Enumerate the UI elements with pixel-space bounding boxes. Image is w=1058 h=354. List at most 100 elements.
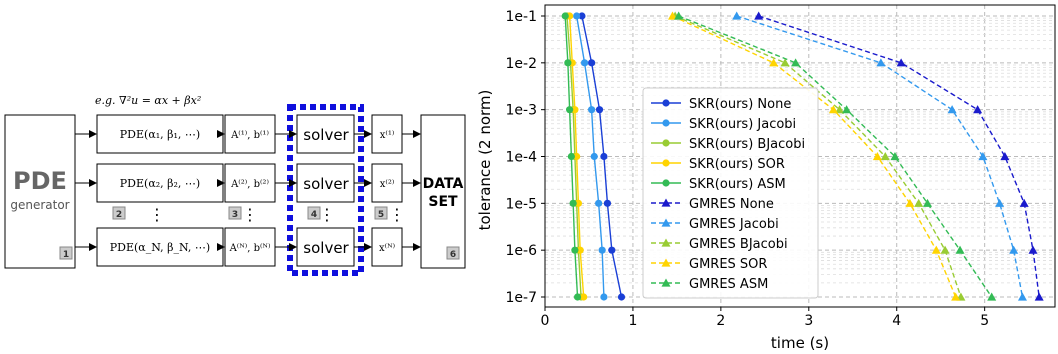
legend-swatch-marker [661, 238, 671, 247]
solver-label-n: solver [303, 239, 349, 257]
data-point [914, 198, 924, 207]
legend-swatch-marker [661, 258, 671, 267]
legend-swatch-marker [661, 198, 671, 207]
legend-label: GMRES SOR [689, 257, 767, 272]
data-point [668, 11, 677, 20]
matrix-label-1: A⁽¹⁾, b⁽¹⁾ [230, 130, 269, 141]
data-point [1019, 198, 1029, 207]
step-badge-1-label: 1 [63, 250, 69, 260]
series-4 [561, 12, 582, 301]
data-point [896, 58, 906, 67]
legend-label: SKR(ours) SOR [689, 157, 785, 172]
y-axis-label: tolerance (2 norm) [476, 90, 494, 231]
data-point [574, 199, 583, 207]
data-point [1009, 245, 1019, 254]
legend-entry: GMRES SOR [651, 257, 767, 272]
legend-swatch-marker [662, 179, 670, 187]
pde-params-label-2: PDE(α₂, β₂, ⋯) [120, 177, 200, 190]
solution-box-n [371, 227, 403, 267]
legend-entry: SKR(ours) SOR [651, 157, 785, 172]
ellipsis-dots-4: ⋮ [389, 205, 405, 224]
x-tick-label: 3 [804, 313, 813, 329]
data-point [600, 152, 608, 161]
step-badge-1 [59, 246, 73, 260]
legend-label: SKR(ours) BJacobi [689, 137, 805, 152]
data-point [576, 246, 584, 254]
data-point [987, 292, 997, 301]
pde-params-box-n [96, 227, 224, 267]
y-tick-label: 1e-3 [506, 103, 537, 119]
data-point [580, 59, 589, 67]
data-point [732, 11, 742, 20]
data-point [931, 245, 941, 254]
legend-label: SKR(ours) Jacobi [689, 117, 796, 132]
step-badge-2-label: 2 [116, 210, 122, 220]
data-point [1017, 292, 1027, 301]
dataset-box [420, 114, 466, 269]
legend-swatch-marker [662, 99, 670, 107]
legend-entry: SKR(ours) BJacobi [651, 137, 805, 152]
legend-label: SKR(ours) None [689, 97, 791, 112]
series-5 [754, 11, 1044, 301]
data-point [835, 105, 845, 114]
x-tick-label: 2 [716, 313, 725, 329]
data-point [569, 199, 577, 207]
pde-params-box-1 [96, 114, 224, 154]
data-point [769, 58, 779, 67]
data-point [791, 58, 801, 67]
matrix-label-2: A⁽²⁾, b⁽²⁾ [230, 179, 269, 190]
x-tick-label: 5 [980, 313, 989, 329]
data-point [828, 105, 838, 114]
data-point [995, 198, 1005, 207]
data-point [951, 292, 961, 301]
y-tick-label: 1e-6 [506, 243, 538, 259]
data-point [754, 11, 764, 20]
data-point [571, 246, 579, 254]
step-badge-5-label: 5 [378, 210, 384, 220]
series-6 [732, 11, 1027, 301]
data-point [674, 11, 684, 20]
step-badge-4 [307, 206, 321, 220]
data-point [600, 293, 608, 301]
data-point [561, 12, 569, 20]
data-point [947, 105, 957, 114]
legend: SKR(ours) None SKR(ours) Jacobi SKR(ours) … [642, 87, 819, 299]
legend-swatch-marker [661, 278, 671, 287]
legend-entry: SKR(ours) ASM [651, 177, 786, 192]
x-tick-label: 1 [628, 313, 637, 329]
y-tick-label: 1e-4 [506, 150, 538, 166]
pde-params-box-2 [96, 163, 224, 203]
matrix-box-1 [224, 114, 276, 154]
data-point [598, 246, 606, 254]
legend-entry: GMRES BJacobi [651, 237, 788, 252]
solution-box-2 [371, 163, 403, 203]
step-badge-5 [374, 206, 388, 220]
solution-box-1 [371, 114, 403, 154]
matrix-label-n: A⁽ᴺ⁾, b⁽ᴺ⁾ [229, 243, 271, 254]
y-tick-label: 1e-5 [506, 196, 537, 212]
legend-label: GMRES ASM [689, 277, 768, 292]
step-badge-4-label: 4 [311, 210, 317, 220]
data-point [567, 152, 575, 161]
y-tick-label: 1e-1 [506, 9, 537, 25]
legend-entry: GMRES Jacobi [651, 217, 779, 232]
series-9 [674, 11, 997, 301]
legend-entry: SKR(ours) None [651, 97, 791, 112]
legend-entry: GMRES ASM [651, 277, 768, 292]
data-point [890, 152, 900, 161]
data-point [1000, 152, 1010, 161]
data-point [588, 59, 596, 67]
solver-box-1 [296, 114, 355, 154]
tick-labels: 0 1 2 3 4 5 1e-1 1e-2 1e-3 1e-4 1e-5 1e-6 1e-7 [506, 9, 990, 329]
solver-label-1: solver [303, 126, 349, 144]
ellipsis-dots-1: ⋮ [149, 205, 165, 224]
data-point [588, 106, 596, 114]
y-tick-label: 1e-7 [506, 290, 537, 306]
data-point [573, 12, 581, 20]
data-point [590, 152, 598, 161]
data-point [608, 246, 616, 254]
ellipsis-dots-2: ⋮ [242, 205, 258, 224]
step-badge-3 [228, 206, 242, 220]
data-point [603, 199, 612, 207]
pde-generator-subtitle: generator [10, 198, 69, 212]
